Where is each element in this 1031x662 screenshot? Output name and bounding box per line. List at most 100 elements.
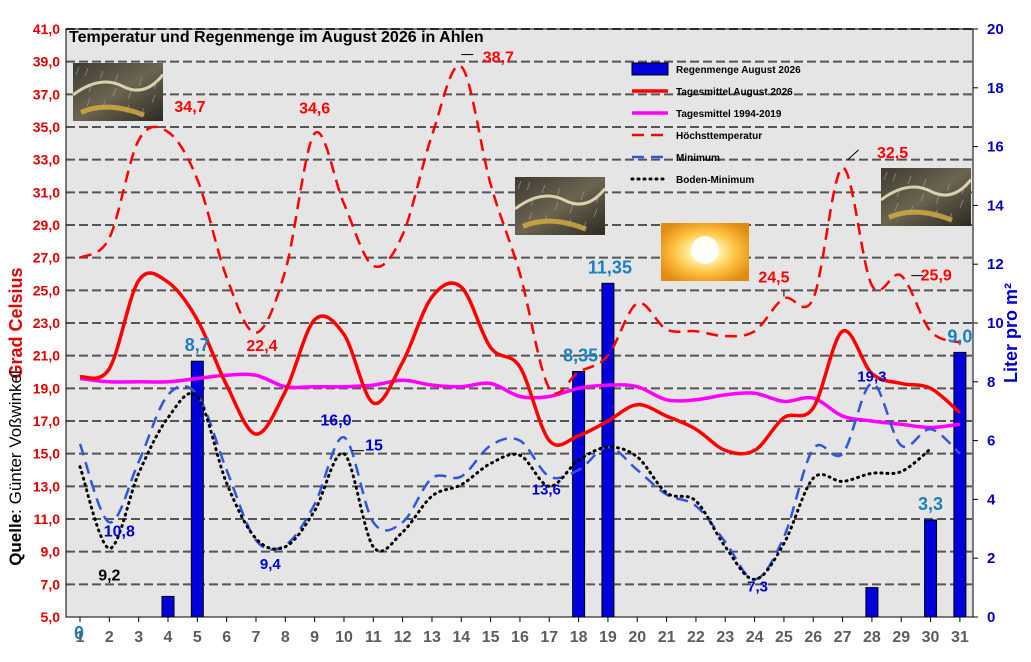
data-label: 13,6: [532, 482, 561, 499]
data-label: 0: [74, 623, 84, 643]
source-name: : Günter Voßwinkel: [6, 370, 25, 514]
y-axis-right: 0 2 4 6 8 10 12 14 16 18 20: [973, 21, 1004, 626]
x-tick-label: 8: [281, 629, 290, 646]
x-tick-label: 2: [105, 629, 114, 646]
annotations: 34,722,434,638,724,532,525,910,89,416,01…: [74, 50, 972, 643]
series-line: [79, 271, 962, 456]
legend-item: Regenmenge August 2026: [631, 62, 801, 76]
x-tick-label: 26: [804, 629, 822, 646]
y-tick-label: 9,0: [41, 544, 61, 560]
y-tick-label: 35,0: [33, 119, 60, 135]
rain-bar: [865, 587, 879, 618]
data-label: 16,0: [320, 412, 351, 429]
y-tick-label: 7,0: [41, 576, 61, 592]
y-tick-label: 17,0: [33, 413, 60, 429]
x-tick-label: 1: [76, 629, 85, 646]
y2-tick-label: 6: [987, 433, 995, 450]
x-tick-label: 29: [892, 629, 910, 646]
x-tick-label: 21: [658, 629, 676, 646]
legend-label: Tagesmittel 1994-2019: [676, 109, 782, 120]
y-tick-label: 13,0: [33, 478, 60, 494]
legend-label: Regenmenge August 2026: [676, 65, 801, 76]
y2-tick-label: 10: [987, 315, 1004, 332]
y2-tick-label: 0: [987, 609, 995, 626]
legend-item: Tagesmittel 1994-2019: [632, 109, 782, 120]
y2-tick-label: 14: [987, 197, 1004, 214]
y-tick-label: 15,0: [33, 446, 60, 462]
data-label: 34,6: [299, 101, 330, 118]
legend-label: Boden-Minimum: [676, 175, 754, 186]
x-tick-label: 15: [482, 629, 500, 646]
series-line: [78, 391, 933, 581]
x-tick-label: 17: [540, 629, 558, 646]
y-tick-label: 33,0: [33, 152, 60, 168]
y-tick-label: 11,0: [34, 511, 61, 527]
x-tick-label: 25: [775, 629, 793, 646]
data-label: 9,2: [98, 567, 120, 584]
data-label: 8,35: [563, 346, 598, 366]
x-tick-label: 20: [628, 629, 646, 646]
leader-line: [847, 149, 859, 161]
y-tick-label: 23,0: [33, 315, 60, 331]
x-tick-label: 24: [746, 629, 764, 646]
x-tick-label: 16: [511, 629, 529, 646]
legend-item: Höchsttemperatur: [632, 131, 762, 142]
rain-bar: [572, 371, 586, 618]
rain-bar: [161, 595, 175, 618]
rain-bar: [924, 519, 938, 618]
source-credit: Quelle: Günter Voßwinkel: [6, 370, 25, 566]
x-tick-label: 9: [310, 629, 319, 646]
x-tick-label: 14: [452, 629, 470, 646]
x-tick-label: 5: [193, 629, 202, 646]
legend-item: Tagesmittel August 2026: [632, 87, 793, 98]
weather-icons: [72, 63, 973, 281]
legend-label: Tagesmittel August 2026: [676, 87, 793, 98]
y2-tick-label: 16: [987, 139, 1004, 156]
x-tick-label: 10: [335, 629, 353, 646]
x-tick-label: 13: [423, 629, 441, 646]
y-axis-right-title: Liter pro m²: [1001, 283, 1021, 383]
data-label: 34,7: [174, 99, 205, 116]
data-label: 22,4: [246, 338, 277, 355]
y-axis-left-title: Grad Celsius: [6, 267, 26, 378]
y-tick-label: 29,0: [33, 217, 60, 233]
sun-icon: [661, 223, 749, 281]
x-tick-label: 19: [599, 629, 617, 646]
y2-tick-label: 2: [987, 550, 995, 567]
data-label: 32,5: [877, 145, 908, 162]
legend-swatch: [631, 62, 669, 76]
data-label: 15: [365, 438, 383, 455]
x-tick-label: 11: [365, 629, 382, 646]
x-tick-label: 22: [687, 629, 705, 646]
source-label: Quelle: [6, 514, 25, 566]
legend-label: Höchsttemperatur: [676, 131, 762, 142]
data-label: 3,3: [918, 494, 943, 514]
x-tick-label: 3: [134, 629, 143, 646]
legend-item: Minimum: [632, 153, 720, 164]
y-tick-label: 27,0: [33, 250, 60, 266]
series-lines: [78, 64, 962, 581]
data-label: 7,3: [747, 578, 768, 595]
x-tick-label: 12: [394, 629, 412, 646]
rain-icon: [880, 168, 973, 226]
legend-label: Minimum: [676, 153, 720, 164]
y-tick-label: 25,0: [33, 282, 60, 298]
data-label: 38,7: [483, 50, 514, 67]
data-label: 9,0: [947, 326, 972, 346]
legend: Regenmenge August 2026 Tagesmittel August…: [630, 62, 801, 186]
y-tick-label: 31,0: [33, 184, 60, 200]
y2-tick-label: 18: [987, 80, 1004, 97]
series-line: [78, 382, 961, 581]
y2-tick-label: 20: [987, 21, 1004, 38]
data-label: 11,35: [588, 257, 632, 277]
x-tick-label: 30: [922, 629, 940, 646]
y2-tick-label: 4: [987, 491, 996, 508]
y2-tick-label: 12: [987, 256, 1004, 273]
x-tick-label: 28: [863, 629, 881, 646]
rain-icon: [514, 177, 607, 235]
x-tick-label: 6: [222, 629, 231, 646]
x-tick-label: 7: [252, 629, 261, 646]
rain-bar: [953, 351, 967, 618]
x-tick-label: 31: [951, 629, 969, 646]
